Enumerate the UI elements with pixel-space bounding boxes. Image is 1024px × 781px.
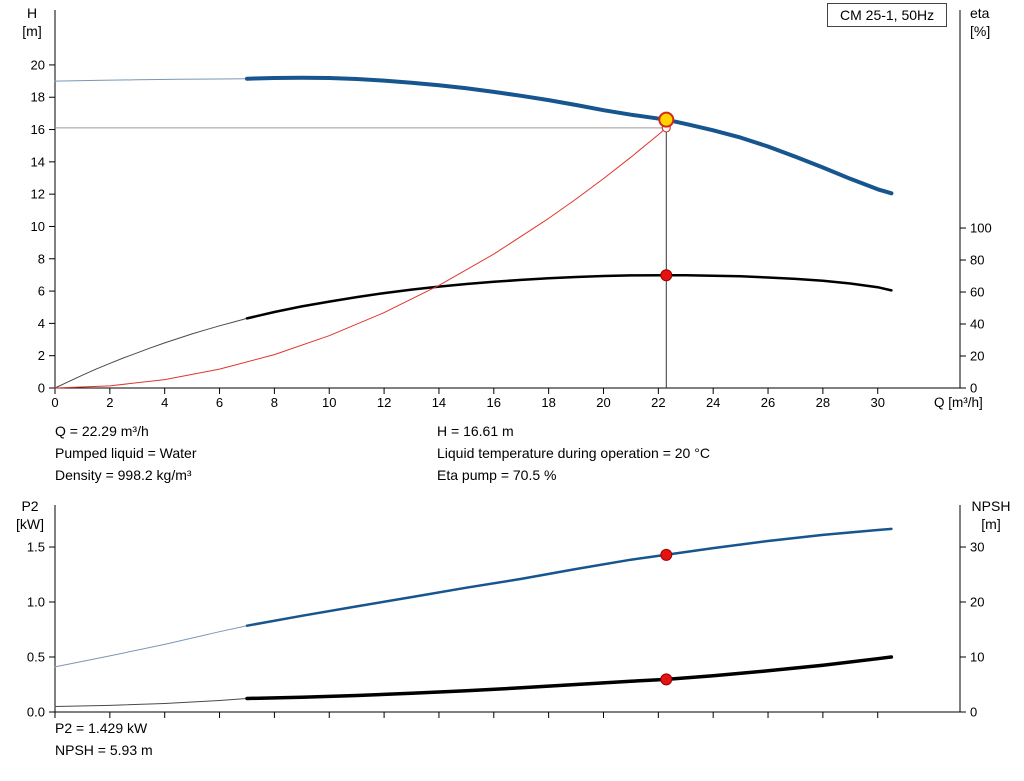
npsh-axis-unit: [m] bbox=[981, 516, 1001, 532]
right-axis-tick-label: 20 bbox=[970, 595, 984, 610]
x-axis-tick-label: 20 bbox=[596, 395, 610, 410]
duty-annotations-right: H = 16.61 m Liquid temperature during op… bbox=[437, 420, 710, 486]
annotation-npsh: NPSH = 5.93 m bbox=[55, 742, 153, 758]
x-axis-tick-label: 14 bbox=[432, 395, 446, 410]
left-axis-tick-label: 2 bbox=[38, 348, 45, 363]
left-axis-tick-label: 1.5 bbox=[27, 540, 45, 555]
annotation-p2: P2 = 1.429 kW bbox=[55, 720, 148, 736]
duty-annotations-left: Q = 22.29 m³/h Pumped liquid = Water Den… bbox=[55, 420, 197, 486]
left-axis-tick-label: 4 bbox=[38, 316, 45, 331]
x-axis-tick-label: 30 bbox=[870, 395, 884, 410]
x-axis-tick-label: 6 bbox=[216, 395, 223, 410]
x-axis-tick-label: 28 bbox=[816, 395, 830, 410]
h-curve-low-flow bbox=[54, 78, 248, 82]
annotation-liquid-temperature: Liquid temperature during operation = 20… bbox=[437, 445, 710, 461]
eta-curve-low-flow bbox=[54, 317, 248, 389]
h-axis-title: H [m] bbox=[12, 4, 52, 40]
p2-point bbox=[660, 548, 673, 561]
p2-axis-title-text: P2 bbox=[21, 498, 39, 514]
x-axis-tick-label: 4 bbox=[161, 395, 168, 410]
left-axis-tick-label: 20 bbox=[31, 57, 45, 72]
right-axis-tick-label: 40 bbox=[970, 317, 984, 332]
p2-curve bbox=[245, 527, 893, 627]
annotation-h: H = 16.61 m bbox=[437, 423, 514, 439]
right-axis-tick-label: 10 bbox=[970, 650, 984, 665]
left-axis-tick-label: 0 bbox=[38, 381, 45, 396]
q-axis-label: Q [m³/h] bbox=[934, 395, 983, 410]
x-axis-tick-label: 16 bbox=[487, 395, 501, 410]
left-axis-tick-label: 14 bbox=[31, 154, 45, 169]
eta-axis-title: eta [%] bbox=[970, 4, 1016, 40]
right-axis-tick-label: 80 bbox=[970, 253, 984, 268]
x-axis-tick-label: 26 bbox=[761, 395, 775, 410]
right-axis-tick-label: 20 bbox=[970, 349, 984, 364]
x-axis-tick-label: 12 bbox=[377, 395, 391, 410]
right-axis-tick-label: 60 bbox=[970, 285, 984, 300]
npsh-axis-title-text: NPSH bbox=[971, 498, 1011, 514]
npsh-point bbox=[660, 673, 673, 686]
eta-axis-unit: [%] bbox=[970, 23, 991, 39]
x-axis-tick-label: 18 bbox=[541, 395, 555, 410]
duty-point bbox=[658, 111, 675, 128]
h-axis-title-text: H bbox=[26, 5, 38, 21]
npsh-curve bbox=[245, 655, 894, 701]
left-axis-tick-label: 18 bbox=[31, 90, 45, 105]
left-axis-tick-label: 0.5 bbox=[27, 650, 45, 665]
x-axis-tick-label: 24 bbox=[706, 395, 720, 410]
right-axis-tick-label: 100 bbox=[970, 221, 992, 236]
left-axis-tick-label: 12 bbox=[31, 187, 45, 202]
npsh-curve-low-flow bbox=[54, 698, 248, 707]
h-axis-unit: [m] bbox=[22, 23, 42, 39]
left-axis-tick-label: 1.0 bbox=[27, 595, 45, 610]
npsh-axis-title: NPSH [m] bbox=[964, 497, 1018, 533]
annotation-eta-pump: Eta pump = 70.5 % bbox=[437, 467, 557, 483]
x-axis-tick-label: 10 bbox=[322, 395, 336, 410]
left-axis-tick-label: 10 bbox=[31, 219, 45, 234]
x-axis-tick-label: 2 bbox=[106, 395, 113, 410]
annotation-density: Density = 998.2 kg/m³ bbox=[55, 467, 192, 483]
bottom-annotations: P2 = 1.429 kW NPSH = 5.93 m bbox=[55, 717, 153, 761]
right-axis-tick-label: 0 bbox=[970, 381, 977, 396]
x-axis-tick-label: 8 bbox=[271, 395, 278, 410]
eta-axis-title-text: eta bbox=[970, 5, 990, 21]
annotation-pumped-liquid: Pumped liquid = Water bbox=[55, 445, 197, 461]
p2-axis-unit: [kW] bbox=[16, 516, 44, 532]
x-axis-tick-label: 0 bbox=[51, 395, 58, 410]
eta-curve bbox=[245, 273, 893, 320]
eta-point bbox=[660, 269, 673, 282]
left-axis-tick-label: 8 bbox=[38, 251, 45, 266]
right-axis-tick-label: 0 bbox=[970, 705, 977, 720]
x-axis-tick-label: 22 bbox=[651, 395, 665, 410]
p2-curve-low-flow bbox=[54, 625, 248, 668]
right-axis-tick-label: 30 bbox=[970, 540, 984, 555]
p2-axis-title: P2 [kW] bbox=[8, 497, 52, 533]
system-curve bbox=[54, 127, 667, 389]
pump-model-box: CM 25-1, 50Hz bbox=[827, 3, 948, 27]
left-axis-tick-label: 6 bbox=[38, 284, 45, 299]
h-curve bbox=[245, 75, 894, 196]
left-axis-tick-label: 0.0 bbox=[27, 705, 45, 720]
left-axis-tick-label: 16 bbox=[31, 122, 45, 137]
annotation-q: Q = 22.29 m³/h bbox=[55, 423, 149, 439]
